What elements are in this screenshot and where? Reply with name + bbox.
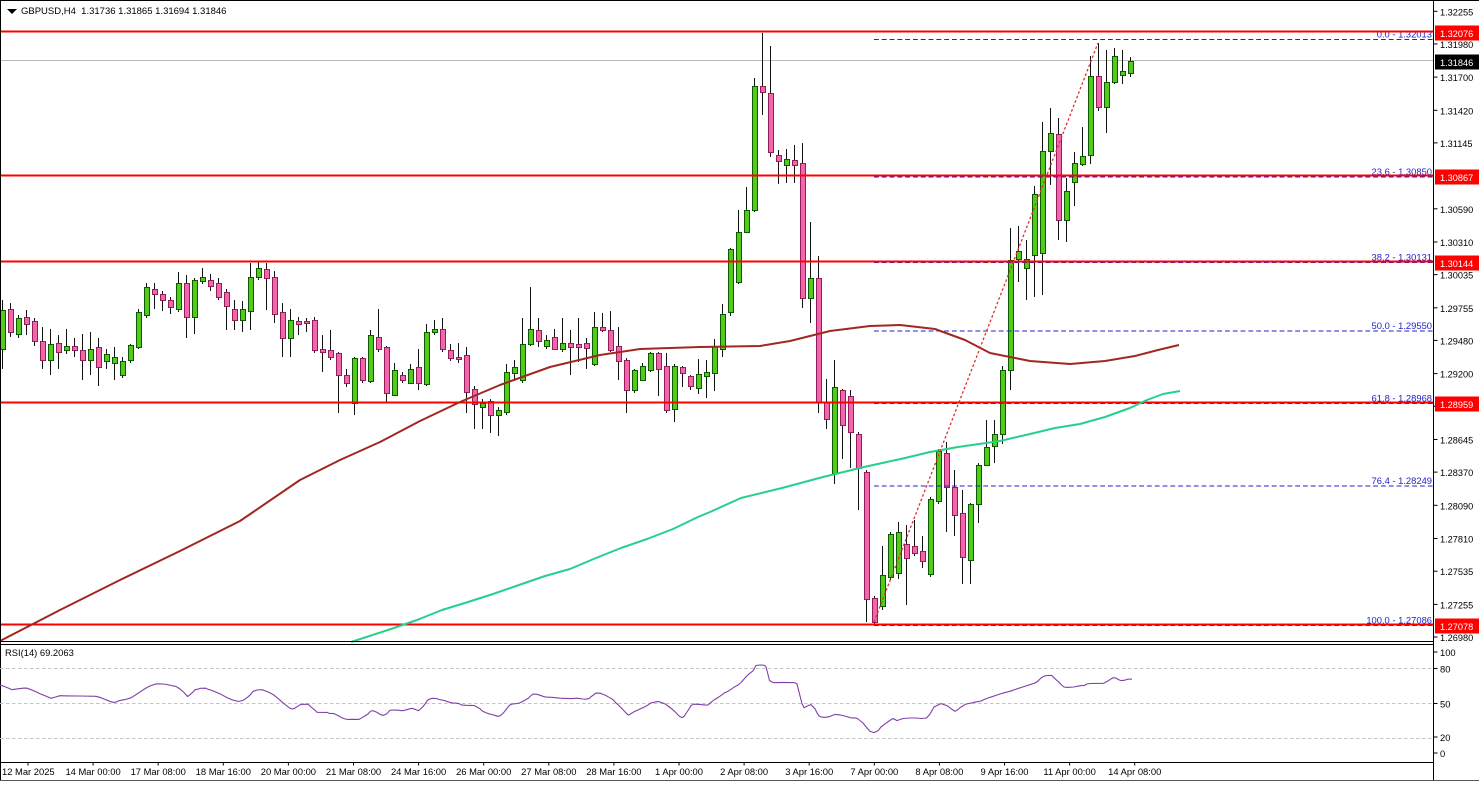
svg-text:0.0 - 1.32013: 0.0 - 1.32013	[1377, 29, 1432, 40]
svg-text:1.30867: 1.30867	[1440, 173, 1473, 183]
svg-text:11 Apr 00:00: 11 Apr 00:00	[1043, 766, 1095, 777]
svg-text:12 Mar 2025: 12 Mar 2025	[2, 766, 55, 777]
svg-text:76.4 - 1.28249: 76.4 - 1.28249	[1372, 475, 1432, 486]
svg-text:1.29755: 1.29755	[1440, 304, 1473, 314]
svg-text:RSI(14) 69.2063: RSI(14) 69.2063	[5, 647, 74, 658]
svg-text:1.31980: 1.31980	[1440, 40, 1473, 50]
svg-text:1.28370: 1.28370	[1440, 468, 1473, 478]
svg-text:17 Mar 08:00: 17 Mar 08:00	[131, 766, 186, 777]
svg-text:100.0 - 1.27086: 100.0 - 1.27086	[1366, 615, 1432, 626]
svg-text:1.31145: 1.31145	[1440, 139, 1473, 149]
svg-text:14 Apr 08:00: 14 Apr 08:00	[1108, 766, 1161, 777]
svg-text:1.30144: 1.30144	[1440, 259, 1473, 269]
svg-text:1.27255: 1.27255	[1440, 600, 1473, 610]
svg-text:1.27535: 1.27535	[1440, 567, 1473, 577]
svg-text:20: 20	[1440, 732, 1450, 743]
svg-text:27 Mar 08:00: 27 Mar 08:00	[521, 766, 576, 777]
svg-text:26 Mar 00:00: 26 Mar 00:00	[456, 766, 511, 777]
svg-text:1.30590: 1.30590	[1440, 205, 1473, 215]
svg-text:1.30310: 1.30310	[1440, 238, 1473, 248]
svg-text:100: 100	[1440, 647, 1456, 658]
svg-text:2 Apr 08:00: 2 Apr 08:00	[720, 766, 768, 777]
svg-text:1.27078: 1.27078	[1440, 622, 1473, 632]
svg-text:1.27810: 1.27810	[1440, 535, 1473, 545]
svg-text:1.29480: 1.29480	[1440, 336, 1473, 346]
svg-text:9 Apr 16:00: 9 Apr 16:00	[981, 766, 1029, 777]
svg-text:1.31846: 1.31846	[1440, 58, 1473, 68]
svg-text:23.6 - 1.30850: 23.6 - 1.30850	[1372, 166, 1432, 177]
svg-text:61.8 - 1.28968: 61.8 - 1.28968	[1372, 393, 1432, 404]
svg-text:38.2 - 1.30131: 38.2 - 1.30131	[1372, 252, 1432, 263]
svg-text:50: 50	[1440, 699, 1450, 710]
svg-text:1.28959: 1.28959	[1440, 400, 1473, 410]
svg-text:1.28090: 1.28090	[1440, 501, 1473, 511]
svg-text:1.26980: 1.26980	[1440, 633, 1473, 643]
svg-text:1.28645: 1.28645	[1440, 436, 1473, 446]
svg-text:1 Apr 00:00: 1 Apr 00:00	[655, 766, 703, 777]
svg-text:1.32255: 1.32255	[1440, 7, 1473, 17]
svg-text:1.31420: 1.31420	[1440, 106, 1473, 116]
svg-text:GBPUSD,H4 1.31736 1.31865 1.3: GBPUSD,H4 1.31736 1.31865 1.31694 1.3184…	[21, 6, 226, 17]
svg-text:18 Mar 16:00: 18 Mar 16:00	[196, 766, 251, 777]
svg-text:1.29200: 1.29200	[1440, 370, 1473, 380]
svg-text:21 Mar 08:00: 21 Mar 08:00	[326, 766, 381, 777]
svg-text:3 Apr 16:00: 3 Apr 16:00	[785, 766, 833, 777]
svg-text:20 Mar 00:00: 20 Mar 00:00	[261, 766, 316, 777]
svg-text:1.31700: 1.31700	[1440, 73, 1473, 83]
svg-text:80: 80	[1440, 664, 1450, 675]
svg-text:50.0 - 1.29550: 50.0 - 1.29550	[1372, 320, 1432, 331]
svg-text:0: 0	[1440, 748, 1445, 759]
svg-text:1.32076: 1.32076	[1440, 29, 1473, 39]
svg-text:28 Mar 16:00: 28 Mar 16:00	[586, 766, 641, 777]
svg-text:7 Apr 00:00: 7 Apr 00:00	[850, 766, 898, 777]
svg-text:8 Apr 08:00: 8 Apr 08:00	[915, 766, 963, 777]
svg-text:1.30035: 1.30035	[1440, 271, 1473, 281]
svg-text:14 Mar 00:00: 14 Mar 00:00	[65, 766, 120, 777]
svg-text:24 Mar 16:00: 24 Mar 16:00	[391, 766, 446, 777]
